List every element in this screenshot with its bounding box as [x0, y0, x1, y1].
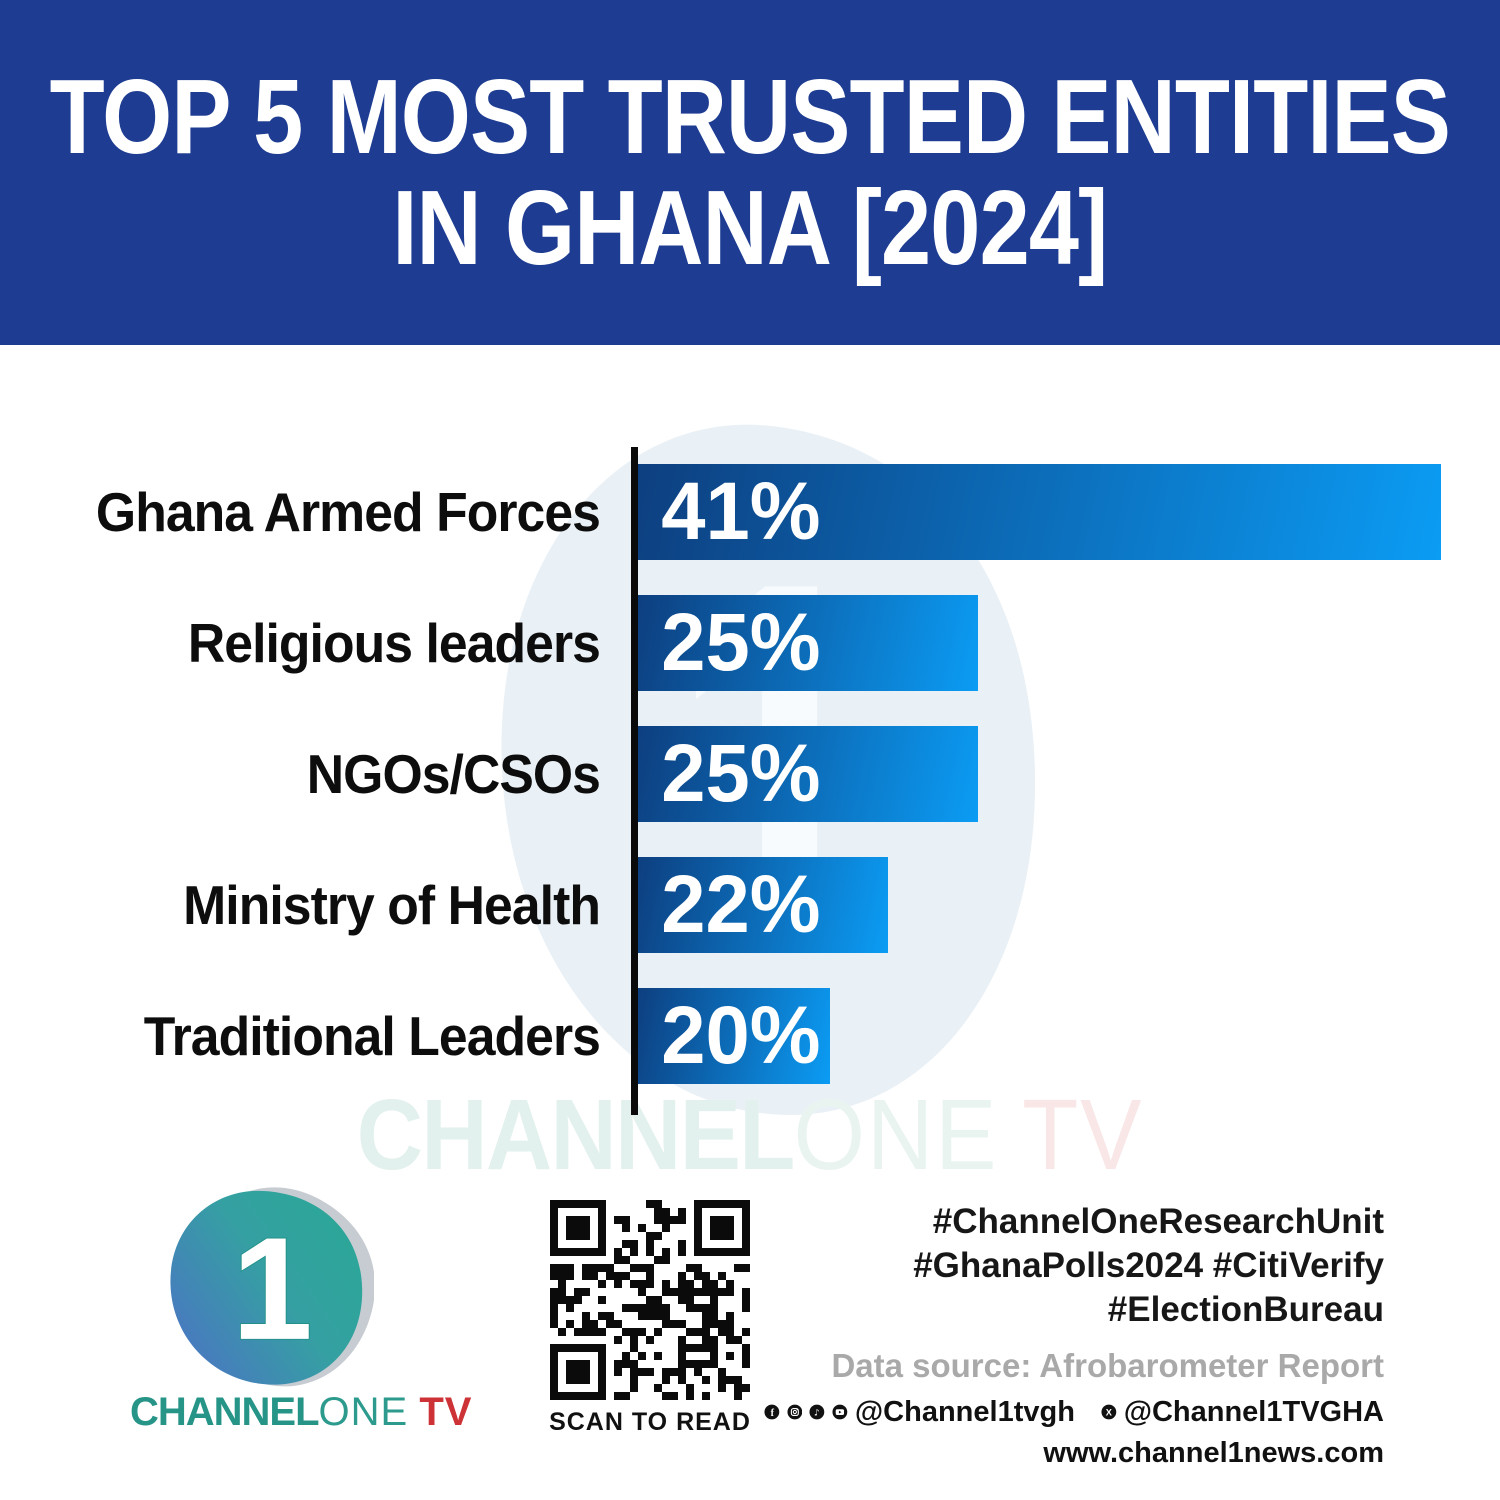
- category-label: Religious leaders: [187, 612, 601, 674]
- qr-caption: SCAN TO READ: [549, 1408, 751, 1436]
- category-label: Ghana Armed Forces: [95, 481, 601, 543]
- bar-row-traditional-leaders: Traditional Leaders 20%: [0, 988, 1500, 1084]
- bar-fill: 25%: [638, 595, 978, 691]
- x-twitter-icon: X: [1101, 1404, 1117, 1420]
- bar-fill: 25%: [638, 726, 978, 822]
- wordmark-channel: CHANNEL: [130, 1390, 320, 1434]
- wordmark-tv: TV: [419, 1390, 473, 1434]
- watermark-channel: CHANNEL: [356, 1079, 796, 1191]
- channel-one-wordmark: CHANNELONE TV: [130, 1390, 471, 1434]
- wordmark-one: ONE: [318, 1390, 409, 1434]
- page-title-line1: TOP 5 MOST TRUSTED ENTITIES: [49, 58, 1451, 177]
- svg-text:1: 1: [232, 1207, 313, 1370]
- data-source-text: Data source: Afrobarometer Report: [831, 1347, 1384, 1384]
- bar-value-label: 22%: [661, 859, 821, 950]
- svg-text:♪: ♪: [815, 1409, 821, 1419]
- bar-row-religious-leaders: Religious leaders 25%: [0, 595, 1500, 691]
- svg-text:X: X: [1106, 1407, 1113, 1417]
- channel-one-logo: 1: [170, 1187, 374, 1387]
- bar-value-label: 25%: [661, 597, 821, 688]
- social-row: f ♪ @Channel1tvgh X @: [764, 1394, 1384, 1430]
- website-url: www.channel1news.com: [1043, 1437, 1384, 1469]
- watermark-tv: TV: [1022, 1079, 1144, 1191]
- footer-right-block: #ChannelOneResearchUnit #GhanaPolls2024 …: [764, 1200, 1384, 1470]
- svg-text:f: f: [771, 1408, 775, 1419]
- page-title-line2: IN GHANA [2024]: [392, 168, 1109, 287]
- social-handle-main: @Channel1tvgh: [854, 1396, 1075, 1428]
- facebook-icon: f: [764, 1404, 780, 1420]
- chart-axis-line: [631, 447, 638, 1115]
- page-title: TOP 5 MOST TRUSTED ENTITIES IN GHANA [20…: [49, 58, 1451, 287]
- bar-fill: 20%: [638, 988, 830, 1084]
- bar-value-label: 41%: [661, 466, 821, 557]
- header-banner: TOP 5 MOST TRUSTED ENTITIES IN GHANA [20…: [0, 0, 1500, 345]
- bar-fill: 41%: [638, 464, 1441, 560]
- category-label: NGOs/CSOs: [306, 743, 601, 805]
- bar-fill: 22%: [638, 857, 888, 953]
- bar-value-label: 25%: [661, 728, 821, 819]
- instagram-icon: [787, 1404, 803, 1420]
- hashtag-line-3: #ElectionBureau: [1107, 1290, 1384, 1329]
- watermark-wordmark: CHANNELONE TV: [60, 1085, 1440, 1185]
- social-handle-x: @Channel1TVGHA: [1123, 1396, 1384, 1428]
- bar-row-ministry-of-health: Ministry of Health 22%: [0, 857, 1500, 953]
- category-label: Traditional Leaders: [143, 1005, 601, 1067]
- qr-code: [550, 1200, 750, 1400]
- category-label: Ministry of Health: [183, 874, 601, 936]
- watermark-one: ONE: [793, 1079, 999, 1191]
- hashtag-line-2: #GhanaPolls2024 #CitiVerify: [913, 1246, 1384, 1285]
- tiktok-icon: ♪: [809, 1404, 825, 1420]
- bar-row-ghana-armed-forces: Ghana Armed Forces 41%: [0, 464, 1500, 560]
- bar-row-ngos-csos: NGOs/CSOs 25%: [0, 726, 1500, 822]
- youtube-icon: [832, 1404, 848, 1420]
- bar-value-label: 20%: [661, 990, 821, 1081]
- hashtag-line-1: #ChannelOneResearchUnit: [932, 1202, 1384, 1241]
